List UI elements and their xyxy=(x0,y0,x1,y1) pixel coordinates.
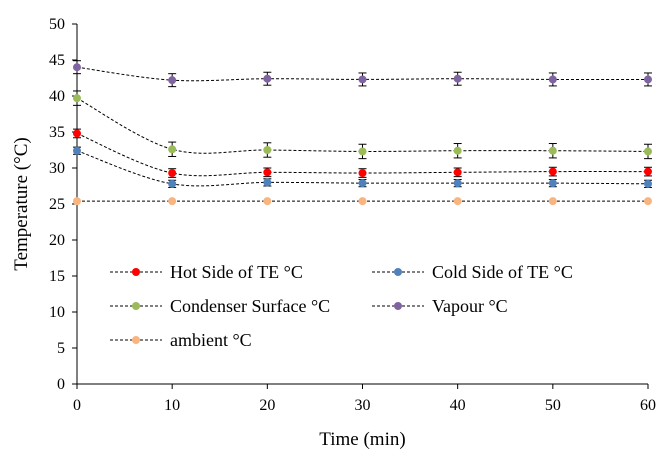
data-point xyxy=(168,197,177,206)
x-axis-title: Time (min) xyxy=(319,429,405,450)
data-point xyxy=(548,197,557,206)
x-tick-label: 50 xyxy=(545,397,561,414)
legend-marker xyxy=(132,268,140,276)
series-2 xyxy=(73,90,652,160)
data-point xyxy=(644,179,652,188)
data-point xyxy=(168,145,177,154)
legend-marker xyxy=(132,302,140,310)
series-layer xyxy=(73,60,652,206)
data-point xyxy=(73,197,81,206)
data-point xyxy=(168,179,177,188)
data-point xyxy=(263,197,272,206)
x-tick-label: 40 xyxy=(450,397,466,414)
data-point xyxy=(358,197,367,206)
legend-item-0: Hot Side of TE °C xyxy=(110,262,303,282)
y-tick-label: 50 xyxy=(49,16,65,33)
legend-item-4: ambient °C xyxy=(110,330,252,350)
y-tick-label: 10 xyxy=(49,304,65,321)
legend-marker xyxy=(394,268,402,276)
data-point xyxy=(263,178,272,187)
data-point xyxy=(73,146,81,155)
y-tick-label: 5 xyxy=(57,340,65,357)
legend: Hot Side of TE °C Cold Side of TE °C Conde… xyxy=(110,262,573,350)
x-tick-label: 30 xyxy=(355,397,371,414)
x-tick-label: 0 xyxy=(73,397,81,414)
data-point xyxy=(263,74,272,83)
data-point xyxy=(453,179,462,188)
data-point xyxy=(168,76,177,85)
data-point xyxy=(453,197,462,206)
data-point xyxy=(358,169,367,178)
data-point xyxy=(358,179,367,188)
legend-label: Hot Side of TE °C xyxy=(170,262,303,282)
y-tick-label: 25 xyxy=(49,196,65,213)
y-tick-label: 40 xyxy=(49,88,65,105)
data-point xyxy=(73,63,81,72)
data-point xyxy=(263,168,272,177)
series-1 xyxy=(73,146,652,188)
data-point xyxy=(453,74,462,83)
legend-label: ambient °C xyxy=(170,330,252,350)
data-point xyxy=(453,146,462,155)
legend-item-1: Cold Side of TE °C xyxy=(372,262,573,282)
y-tick-label: 45 xyxy=(49,52,65,69)
data-point xyxy=(358,75,367,84)
x-tick-label: 60 xyxy=(640,397,656,414)
y-tick-label: 0 xyxy=(57,376,65,393)
legend-item-3: Vapour °C xyxy=(372,296,508,316)
data-point xyxy=(73,94,81,103)
legend-marker xyxy=(132,336,140,344)
data-point xyxy=(644,75,652,84)
data-point xyxy=(644,197,652,206)
legend-label: Condenser Surface °C xyxy=(170,296,330,316)
series-3 xyxy=(73,60,652,88)
axes: 0 5 10 15 20 25 30 35 40 45 50 0 10 20 30 40 50 60 xyxy=(49,16,656,414)
x-tick-label: 10 xyxy=(164,397,180,414)
y-tick-label: 35 xyxy=(49,124,65,141)
data-point xyxy=(548,146,557,155)
series-0 xyxy=(73,128,652,178)
data-point xyxy=(548,167,557,176)
legend-label: Cold Side of TE °C xyxy=(432,262,573,282)
data-point xyxy=(548,179,557,188)
x-tick-label: 20 xyxy=(259,397,275,414)
legend-label: Vapour °C xyxy=(432,296,508,316)
y-tick-label: 15 xyxy=(49,268,65,285)
data-point xyxy=(358,147,367,156)
data-point xyxy=(644,147,652,156)
legend-marker xyxy=(394,302,402,310)
y-tick-label: 30 xyxy=(49,160,65,177)
data-point xyxy=(644,167,652,176)
y-axis-title: Temperature (°C) xyxy=(11,137,32,270)
data-point xyxy=(453,168,462,177)
data-point xyxy=(263,146,272,154)
data-point xyxy=(548,75,557,84)
legend-item-2: Condenser Surface °C xyxy=(110,296,330,316)
data-point xyxy=(168,169,177,178)
y-tick-label: 20 xyxy=(49,232,65,249)
data-point xyxy=(73,129,81,138)
series-4 xyxy=(73,197,652,206)
